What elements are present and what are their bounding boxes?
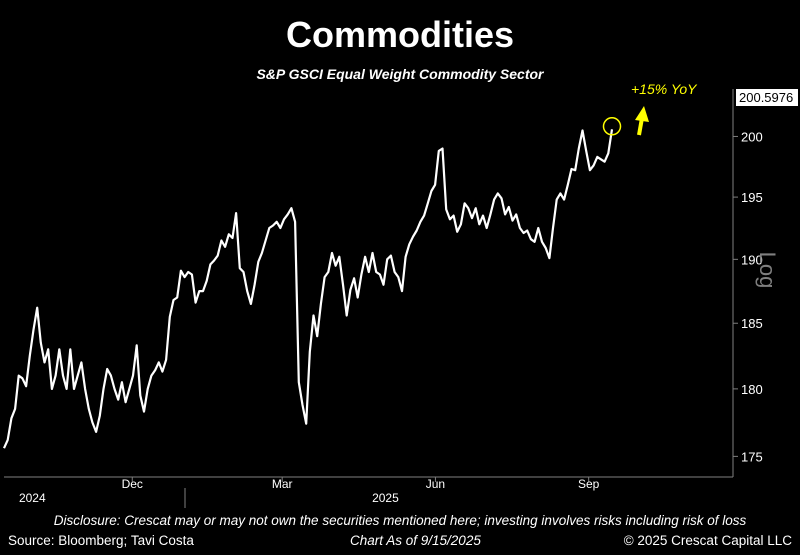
- copyright-text: © 2025 Crescat Capital LLC: [623, 533, 792, 548]
- price-series-line: [2, 129, 614, 449]
- source-text: Source: Bloomberg; Tavi Costa: [8, 533, 194, 548]
- x-tick-label: Mar: [272, 477, 293, 491]
- as-of-text: Chart As of 9/15/2025: [350, 533, 481, 548]
- yoy-annotation: +15% YoY: [631, 81, 698, 97]
- x-tick-group: Dec Mar Jun Sep 2024 2025: [19, 477, 600, 505]
- up-arrow-icon: [635, 106, 649, 136]
- x-tick-label: Dec: [122, 477, 143, 491]
- chart-subtitle: S&P GSCI Equal Weight Commodity Sector: [256, 66, 544, 82]
- y-tick-label: 190: [741, 252, 763, 267]
- y-tick-label: 175: [741, 449, 763, 464]
- x-year-label: 2025: [372, 491, 399, 505]
- footer: Source: Bloomberg; Tavi Costa Chart As o…: [0, 533, 800, 553]
- log-scale-label: Log: [755, 252, 780, 289]
- chart-title: Commodities: [285, 14, 515, 55]
- y-tick-label: 185: [741, 316, 763, 331]
- axes: [4, 89, 734, 508]
- y-tick-label: 200: [741, 129, 763, 144]
- x-year-label: 2024: [19, 491, 46, 505]
- y-tick-label: 195: [741, 190, 763, 205]
- disclosure-text: Disclosure: Crescat may or may not own t…: [53, 513, 747, 528]
- x-tick-label: Sep: [578, 477, 600, 491]
- y-tick-label: 180: [741, 382, 763, 397]
- last-value-label: 200.5976: [736, 89, 798, 106]
- last-point-marker: [602, 117, 622, 136]
- last-value-text: 200.5976: [739, 90, 793, 105]
- x-tick-label: Jun: [426, 477, 445, 491]
- y-tick-group: 175 180 185 190 195 200: [733, 129, 763, 464]
